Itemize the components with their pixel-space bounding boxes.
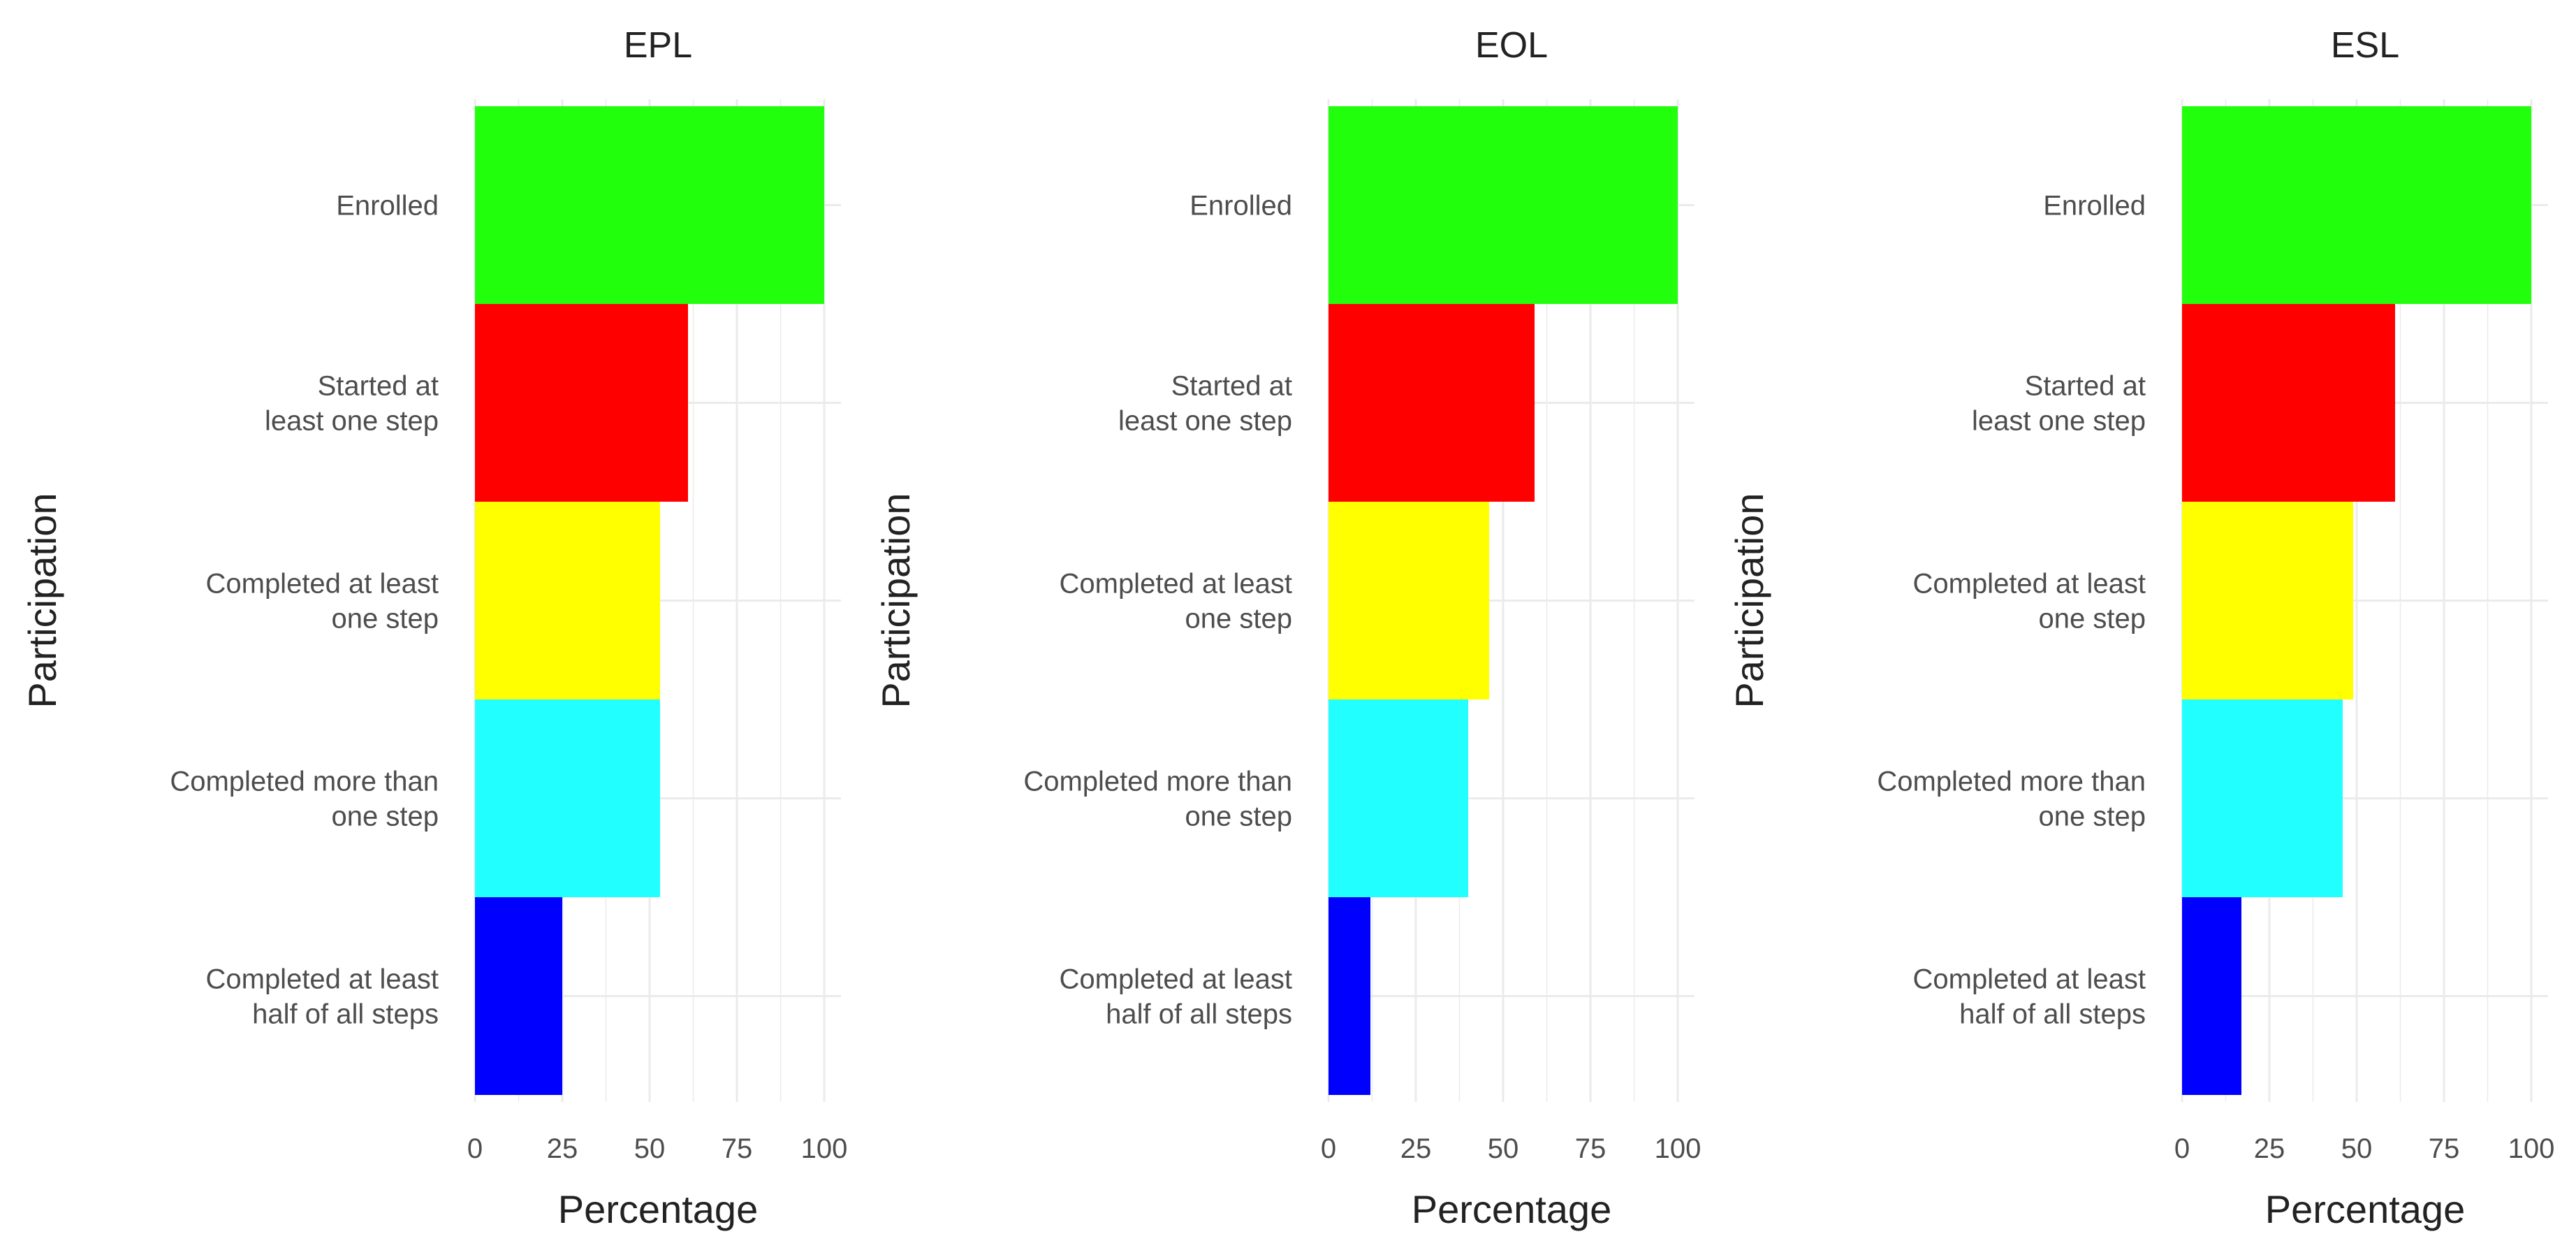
x-tick-label: 75 (1575, 1133, 1607, 1164)
category-label: Completed more than one step (1023, 767, 1292, 832)
x-axis-title: Percentage (558, 1187, 758, 1231)
x-axis-title: Percentage (2265, 1187, 2465, 1231)
bar-1 (1329, 106, 1678, 304)
category-label: Completed at least one step (1912, 569, 2146, 634)
panel-title: EPL (624, 25, 692, 66)
category-label: Started at least one step (1118, 371, 1292, 437)
x-tick-label: 0 (2174, 1133, 2190, 1164)
x-tick-label: 50 (634, 1133, 666, 1164)
x-tick-label: 25 (1400, 1133, 1432, 1164)
bar-3 (1329, 502, 1489, 699)
bar-4 (475, 699, 660, 897)
category-label: Started at least one step (1972, 371, 2146, 437)
category-label: Completed at least one step (205, 569, 439, 634)
x-tick-label: 100 (1655, 1133, 1702, 1164)
panel-esl: Enrolled Started at least one step Complete… (1727, 25, 2554, 1231)
x-tick-label: 25 (2254, 1133, 2285, 1164)
panel-epl: Enrolled Started at least one step Complete… (20, 25, 847, 1231)
category-label: Enrolled (336, 191, 439, 222)
category-label: Completed more than one step (1877, 767, 2146, 832)
category-label: Completed at least half of all steps (205, 964, 439, 1030)
x-tick-label: 50 (1488, 1133, 1519, 1164)
category-label: Completed at least half of all steps (1912, 964, 2146, 1030)
category-label: Enrolled (2043, 191, 2146, 222)
x-tick-label: 50 (2341, 1133, 2373, 1164)
panel-eol: Enrolled Started at least one step Complete… (874, 25, 1701, 1231)
bar-2 (2182, 304, 2395, 502)
x-tick-label: 25 (547, 1133, 578, 1164)
bar-5 (1329, 897, 1370, 1095)
bar-1 (2182, 106, 2531, 304)
bar-3 (2182, 502, 2353, 699)
x-tick-label: 75 (722, 1133, 753, 1164)
bar-4 (1329, 699, 1468, 897)
x-tick-label: 100 (2508, 1133, 2555, 1164)
bar-5 (2182, 897, 2241, 1095)
y-axis-title: Participation (1727, 493, 1771, 708)
bar-3 (475, 502, 660, 699)
category-label: Completed at least one step (1059, 569, 1292, 634)
category-label: Completed at least half of all steps (1059, 964, 1292, 1030)
x-tick-label: 75 (2429, 1133, 2460, 1164)
bar-4 (2182, 699, 2343, 897)
category-label: Enrolled (1190, 191, 1292, 222)
bar-5 (475, 897, 562, 1095)
category-label: Started at least one step (265, 371, 439, 437)
panel-title: EOL (1475, 25, 1548, 66)
bar-1 (475, 106, 824, 304)
x-tick-label: 0 (1321, 1133, 1336, 1164)
x-tick-label: 0 (467, 1133, 483, 1164)
x-axis-title: Percentage (1412, 1187, 1611, 1231)
bar-2 (475, 304, 688, 502)
panel-title: ESL (2331, 25, 2399, 66)
x-tick-label: 100 (801, 1133, 848, 1164)
y-axis-title: Participation (874, 493, 918, 708)
bar-2 (1329, 304, 1535, 502)
y-axis-title: Participation (20, 493, 64, 708)
category-label: Completed more than one step (170, 767, 439, 832)
